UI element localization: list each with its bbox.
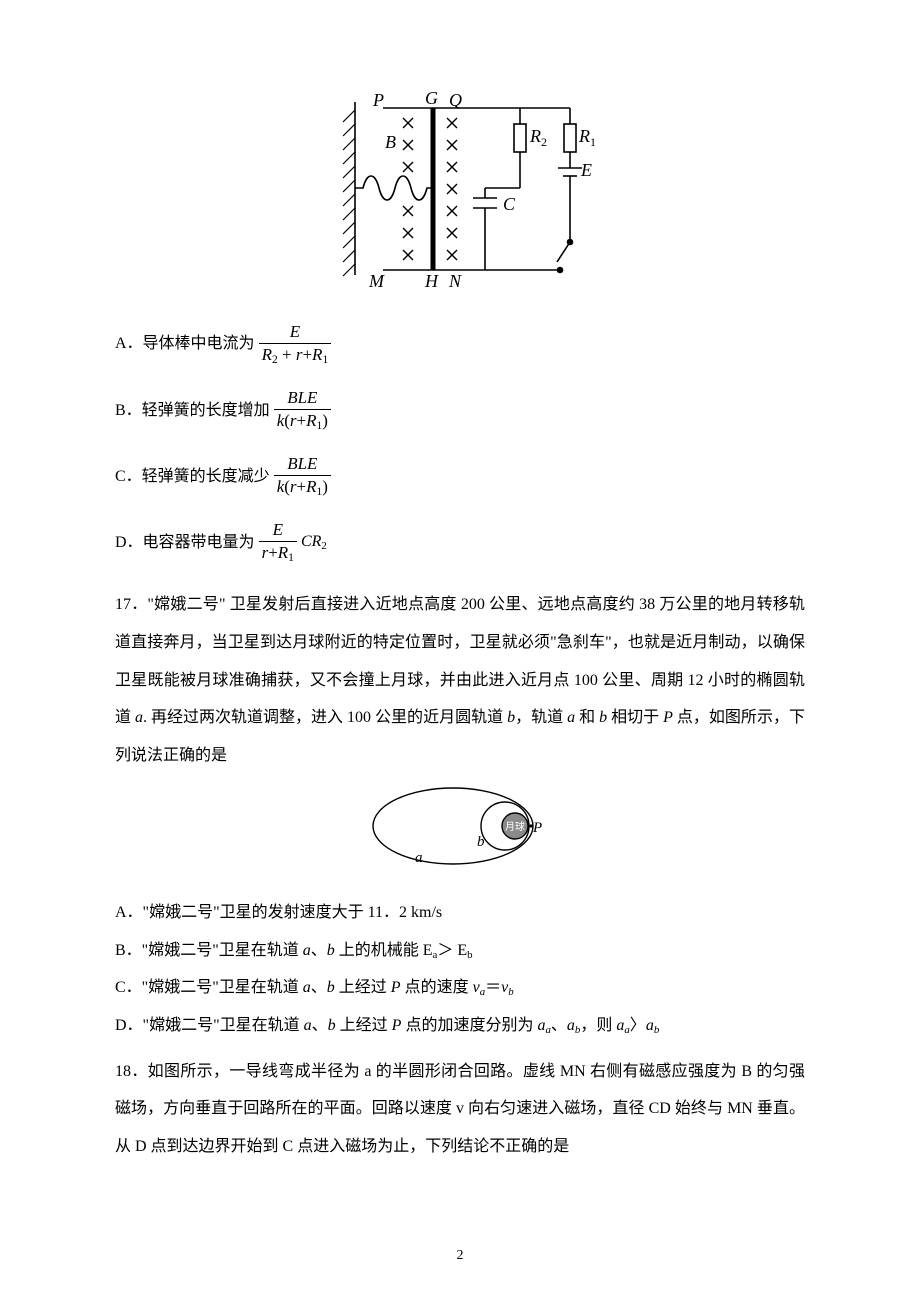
label-G: G <box>425 90 438 108</box>
label-Q: Q <box>449 90 462 110</box>
orbit-label-a: a <box>415 850 423 866</box>
q16-a-fraction: E R2 + r+R1 <box>259 322 332 366</box>
q17-option-d: D．"嫦娥二号"卫星在轨道 a、b 上经过 P 点的加速度分别为 aa、ab，则… <box>115 1007 805 1045</box>
q16-option-b: B．轻弹簧的长度增加 BLE k(r+R1) <box>115 388 805 432</box>
q17-stem: 17．"嫦娥二号" 卫星发射后直接进入近地点高度 200 公里、远地点高度约 3… <box>115 586 805 774</box>
q16-option-d: D．电容器带电量为 E r+R1 CR2 <box>115 520 805 564</box>
label-R1: R1 <box>578 126 595 149</box>
q17-option-c: C．"嫦娥二号"卫星在轨道 a、b 上经过 P 点的速度 va＝vb <box>115 969 805 1007</box>
q16-c-prefix: C．轻弹簧的长度减少 <box>115 467 270 486</box>
q16-a-prefix: A．导体棒中电流为 <box>115 334 255 353</box>
q16-c-fraction: BLE k(r+R1) <box>274 454 331 498</box>
q17-option-a: A．"嫦娥二号"卫星的发射速度大于 11．2 km/s <box>115 894 805 932</box>
label-B: B <box>385 132 396 152</box>
label-E: E <box>580 160 592 180</box>
q16-option-a: A．导体棒中电流为 E R2 + r+R1 <box>115 322 805 366</box>
figure-orbit: a b P 月球 <box>365 780 555 872</box>
q16-option-c: C．轻弹簧的长度减少 BLE k(r+R1) <box>115 454 805 498</box>
q18-stem: 18．如图所示，一导线弯成半径为 a 的半圆形闭合回路。虚线 MN 右侧有磁感应… <box>115 1053 805 1166</box>
label-M: M <box>368 271 385 291</box>
label-H: H <box>424 271 439 291</box>
q17-option-b: B．"嫦娥二号"卫星在轨道 a、b 上的机械能 Ea＞ Eb <box>115 932 805 970</box>
q16-b-prefix: B．轻弹簧的长度增加 <box>115 401 270 420</box>
q16-b-fraction: BLE k(r+R1) <box>274 388 331 432</box>
orbit-label-P: P <box>532 820 542 836</box>
orbit-label-moon: 月球 <box>505 820 525 833</box>
figure-circuit: P G Q M H N B R2 R1 E C <box>325 90 595 300</box>
q16-d-prefix: D．电容器带电量为 <box>115 533 255 552</box>
label-R2: R2 <box>529 126 547 149</box>
label-C: C <box>503 194 516 214</box>
label-N: N <box>448 271 462 291</box>
orbit-label-b: b <box>477 834 485 850</box>
label-P: P <box>372 90 384 110</box>
q16-d-fraction: E r+R1 <box>259 520 297 564</box>
page-number: 2 <box>0 1248 920 1264</box>
